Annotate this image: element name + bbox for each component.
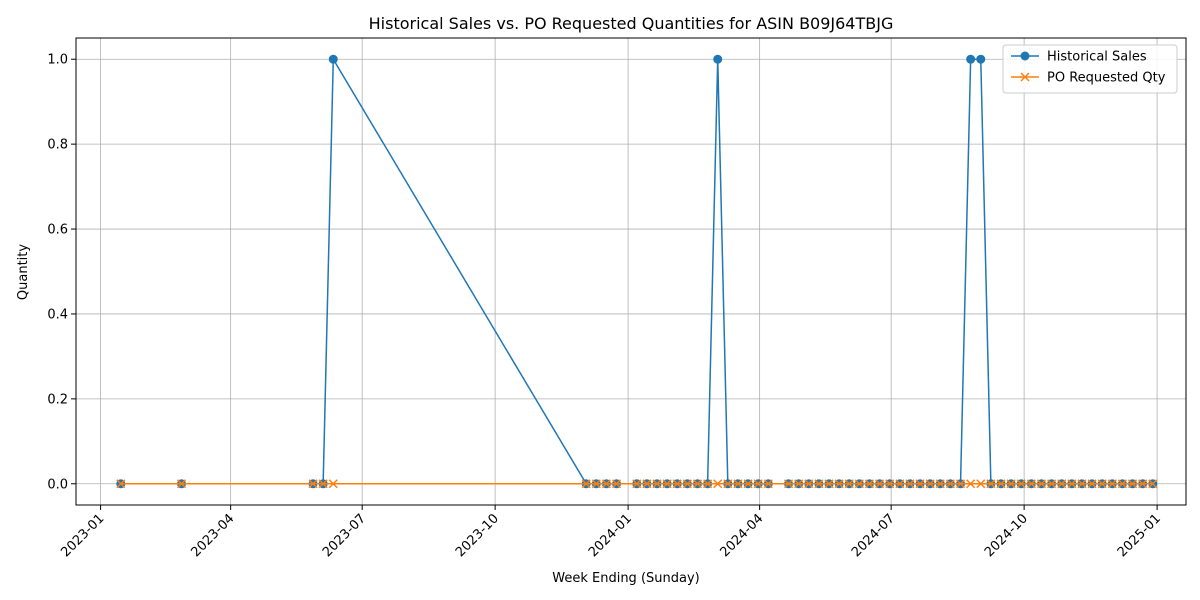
data-point <box>713 479 723 489</box>
x-tick-label: 2024-01 <box>586 511 635 560</box>
data-point <box>844 479 854 489</box>
x-tick-label: 2024-07 <box>849 511 898 560</box>
data-point <box>1026 479 1036 489</box>
data-point <box>915 479 925 489</box>
y-axis: 0.0 0.2 0.4 0.6 0.8 1.0 <box>47 53 76 492</box>
data-point <box>328 479 338 489</box>
data-point <box>581 479 591 489</box>
data-point <box>956 479 966 489</box>
chart-title: Historical Sales vs. PO Requested Quanti… <box>369 14 894 33</box>
data-point <box>1057 479 1067 489</box>
data-point <box>1138 479 1148 489</box>
data-point <box>591 479 601 489</box>
y-tick-label: 0.8 <box>47 138 68 153</box>
data-point <box>672 479 682 489</box>
data-point <box>814 479 824 489</box>
data-point <box>834 479 844 489</box>
x-tick-label: 2023-07 <box>320 511 369 560</box>
data-point <box>753 479 763 489</box>
legend-entry-historical-sales: Historical Sales <box>1011 50 1147 65</box>
data-point <box>662 479 672 489</box>
data-point <box>1077 479 1087 489</box>
legend-box <box>1002 44 1178 94</box>
data-point <box>612 479 622 489</box>
legend-marker-historical-sales <box>1020 51 1030 61</box>
legend-entry-po-requested-qty: PO Requested Qty <box>1011 71 1166 86</box>
y-tick-label: 0.0 <box>47 477 68 492</box>
data-point <box>945 479 955 489</box>
data-point <box>996 479 1006 489</box>
y-tick-label: 0.6 <box>47 223 68 238</box>
legend-label-historical-sales: Historical Sales <box>1047 50 1147 65</box>
x-axis: 2023-01 2023-04 2023-07 2023-10 2024-01 2024-… <box>58 505 1164 560</box>
data-point <box>864 479 875 489</box>
data-point <box>1006 479 1016 489</box>
data-point <box>794 479 804 489</box>
data-point <box>733 479 743 489</box>
data-point <box>895 479 905 489</box>
x-tick-label: 2023-10 <box>453 511 502 560</box>
data-point <box>601 479 611 489</box>
data-point <box>804 479 814 489</box>
data-point <box>652 479 662 489</box>
x-tick-label: 2023-01 <box>58 511 107 560</box>
series-layer <box>116 54 1158 489</box>
data-point <box>824 479 834 489</box>
x-axis-label: Week Ending (Sunday) <box>552 571 699 586</box>
data-point <box>1047 479 1057 489</box>
y-axis-label: Quantity <box>16 244 31 300</box>
data-point <box>642 479 652 489</box>
legend: Historical Sales PO Requested Qty <box>1002 44 1178 94</box>
y-tick-label: 1.0 <box>47 53 68 68</box>
data-point <box>723 479 733 489</box>
grid-lines <box>76 38 1186 505</box>
data-point <box>875 479 885 489</box>
data-point <box>905 479 915 489</box>
data-point <box>1087 479 1097 489</box>
legend-label-po-requested-qty: PO Requested Qty <box>1047 71 1166 86</box>
data-point <box>763 479 773 489</box>
data-point <box>328 54 338 64</box>
series-po-requested-qty <box>116 479 1158 489</box>
data-point <box>976 479 986 489</box>
data-point <box>935 479 945 489</box>
data-point <box>1097 479 1107 489</box>
data-point <box>713 54 723 64</box>
data-point <box>1127 479 1138 489</box>
data-point <box>885 479 895 489</box>
data-point <box>854 479 864 489</box>
plot-frame <box>75 37 1187 506</box>
data-point <box>682 479 692 489</box>
series-historical-sales <box>116 54 1158 489</box>
data-point <box>1036 479 1047 489</box>
data-point <box>318 479 328 489</box>
data-point <box>703 479 713 489</box>
data-point <box>176 479 187 489</box>
data-point <box>966 54 976 64</box>
data-point <box>784 479 794 489</box>
y-tick-label: 0.4 <box>47 307 68 322</box>
data-point <box>976 54 986 64</box>
y-tick-label: 0.2 <box>47 392 68 407</box>
data-point <box>1148 479 1158 489</box>
legend-marker-po-requested-qty <box>1020 72 1030 82</box>
data-point <box>1117 479 1127 489</box>
data-point <box>925 479 935 489</box>
data-point <box>308 479 318 489</box>
x-tick-label: 2023-04 <box>188 511 237 560</box>
x-tick-label: 2024-04 <box>717 511 766 560</box>
data-point <box>1067 479 1077 489</box>
series-line-historical-sales <box>120 58 1153 485</box>
data-point <box>1016 479 1026 489</box>
data-point <box>632 479 642 489</box>
data-point <box>116 479 126 489</box>
data-point <box>986 479 996 489</box>
x-tick-label: 2024-10 <box>982 511 1031 560</box>
x-tick-label: 2025-01 <box>1115 511 1164 560</box>
data-point <box>692 479 703 489</box>
data-point <box>743 479 753 489</box>
data-point <box>1107 479 1117 489</box>
data-point <box>966 479 976 489</box>
